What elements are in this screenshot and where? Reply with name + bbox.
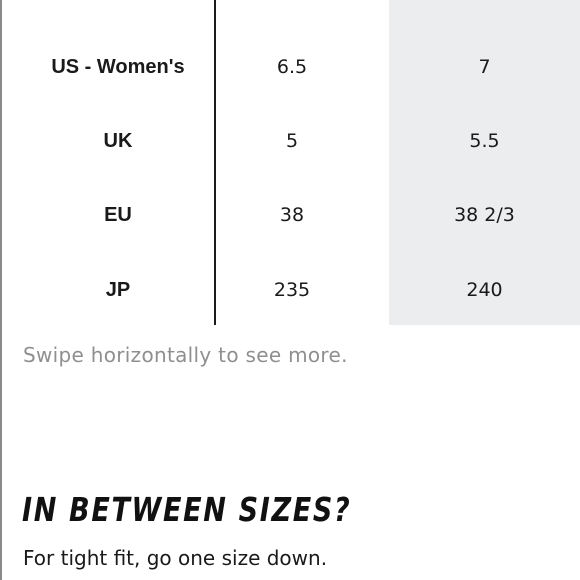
size-cell-us-womens-2: 7 xyxy=(478,56,491,78)
size-cell-eu-2: 38 2/3 xyxy=(454,204,515,226)
size-cell-jp-1: 235 xyxy=(273,279,311,301)
row-label-eu: EU xyxy=(104,204,132,226)
size-cell-eu-1: 38 xyxy=(279,204,305,226)
page-left-border xyxy=(0,0,2,580)
fit-advice-text: For tight fit, go one size down. xyxy=(23,546,328,570)
row-label-uk: UK xyxy=(103,130,133,152)
size-cell-jp-2: 240 xyxy=(466,279,503,301)
selected-size-column-highlight xyxy=(389,0,580,325)
row-label-us-womens: US - Women's xyxy=(51,56,185,78)
in-between-sizes-heading: IN BETWEEN SIZES? xyxy=(22,490,352,529)
label-column-divider xyxy=(214,0,216,325)
swipe-hint-text: Swipe horizontally to see more. xyxy=(23,343,348,367)
size-cell-us-womens-1: 6.5 xyxy=(276,56,308,78)
size-cell-uk-2: 5.5 xyxy=(469,130,500,152)
size-cell-uk-1: 5 xyxy=(285,130,299,152)
row-label-jp: JP xyxy=(105,279,131,301)
